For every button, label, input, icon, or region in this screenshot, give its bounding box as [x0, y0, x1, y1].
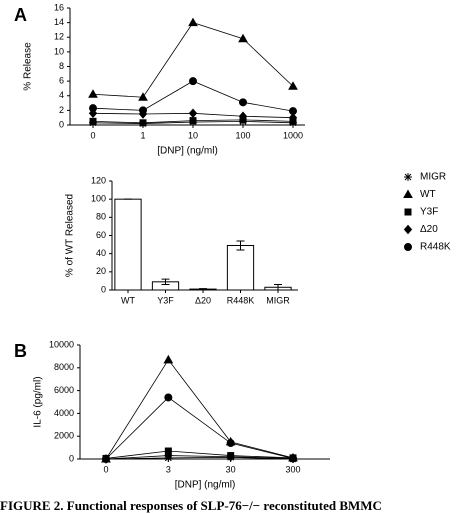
y-tick-label: 4 — [59, 90, 64, 100]
x-tick-label: 3 — [166, 464, 171, 474]
y-tick-label: 10 — [54, 46, 64, 56]
y-tick-label: 0 — [101, 284, 106, 294]
x-tick-label: Δ20 — [195, 295, 211, 305]
y-axis-title: % of WT Released — [65, 194, 76, 277]
panel-label: A — [14, 5, 27, 25]
x-tick-label: 1000 — [283, 130, 303, 140]
marker — [139, 106, 147, 115]
marker — [138, 92, 148, 101]
marker — [189, 77, 197, 86]
y-tick-label: 12 — [54, 32, 64, 42]
marker — [404, 208, 412, 216]
error-bar — [236, 240, 245, 251]
marker — [238, 33, 248, 43]
y-axis-title: IL-6 (pg/ml) — [33, 376, 44, 427]
x-tick-label: MIGR — [266, 295, 290, 305]
x-tick-label: Y3F — [157, 295, 174, 305]
bar — [114, 198, 142, 291]
series-line — [105, 456, 294, 460]
x-tick-label: WT — [121, 295, 135, 305]
marker — [188, 108, 198, 119]
marker — [164, 450, 173, 461]
x-axis-title: [DNP] (ng/ml) — [175, 480, 236, 491]
series-line — [105, 455, 294, 460]
x-tick-label: 0 — [90, 130, 95, 140]
x-tick-label: R448K — [227, 295, 255, 305]
marker — [238, 111, 248, 121]
marker — [163, 354, 174, 364]
x-tick-label: 100 — [235, 130, 250, 140]
y-tick-label: 8 — [59, 61, 64, 71]
x-axis-title: [DNP] (ng/ml) — [157, 146, 218, 157]
marker — [404, 173, 412, 181]
error-bar — [199, 288, 207, 291]
legend-label: Y3F — [420, 207, 438, 218]
x-tick-label: 0 — [103, 464, 108, 474]
y-tick-label: 60 — [96, 230, 106, 240]
y-tick-label: 20 — [96, 266, 106, 276]
marker — [164, 393, 173, 402]
marker — [102, 455, 110, 463]
series-line — [105, 450, 294, 459]
marker — [288, 81, 298, 90]
x-tick-label: 300 — [285, 464, 300, 474]
y-tick-label: 40 — [96, 248, 106, 258]
y-tick-label: 6 — [59, 76, 64, 86]
series-line — [105, 396, 294, 460]
marker — [403, 224, 413, 235]
x-tick-label: 1 — [140, 130, 145, 140]
marker — [88, 89, 98, 98]
marker — [139, 119, 147, 127]
y-tick-label: 2000 — [54, 431, 74, 441]
marker — [188, 17, 198, 27]
legend-label: WT — [420, 189, 436, 200]
y-tick-label: 6000 — [54, 385, 74, 395]
y-axis-title: % Release — [23, 42, 34, 91]
marker — [239, 98, 247, 107]
legend-label: R448K — [420, 242, 451, 253]
y-tick-label: 100 — [91, 194, 106, 204]
marker — [226, 451, 235, 462]
y-tick-label: 2 — [59, 105, 64, 115]
x-tick-label: 10 — [188, 130, 198, 140]
marker — [404, 243, 412, 251]
error-bar — [161, 278, 170, 286]
series-line — [92, 22, 294, 98]
y-tick-label: 120 — [91, 175, 106, 185]
y-tick-label: 80 — [96, 212, 106, 222]
marker — [289, 107, 297, 116]
marker — [289, 454, 297, 463]
panel-label: B — [14, 341, 27, 361]
y-tick-label: 0 — [59, 119, 64, 129]
y-tick-label: 0 — [69, 453, 74, 463]
y-tick-label: 4000 — [54, 408, 74, 418]
marker — [288, 112, 298, 123]
legend-label: Δ20 — [420, 224, 438, 235]
legend-label: MIGR — [420, 172, 446, 183]
y-tick-label: 8000 — [54, 362, 74, 372]
y-tick-label: 16 — [54, 2, 64, 12]
marker — [89, 117, 97, 125]
series-line — [105, 359, 294, 460]
marker — [226, 439, 235, 448]
marker — [403, 189, 413, 198]
error-bar — [274, 284, 282, 291]
y-tick-label: 14 — [54, 17, 64, 27]
y-tick-label: 10000 — [49, 339, 74, 349]
marker — [189, 117, 197, 125]
x-tick-label: 30 — [226, 464, 236, 474]
bar — [226, 244, 255, 291]
caption: FIGURE 2. Functional responses of SLP-76… — [0, 498, 382, 513]
marker — [89, 104, 97, 113]
